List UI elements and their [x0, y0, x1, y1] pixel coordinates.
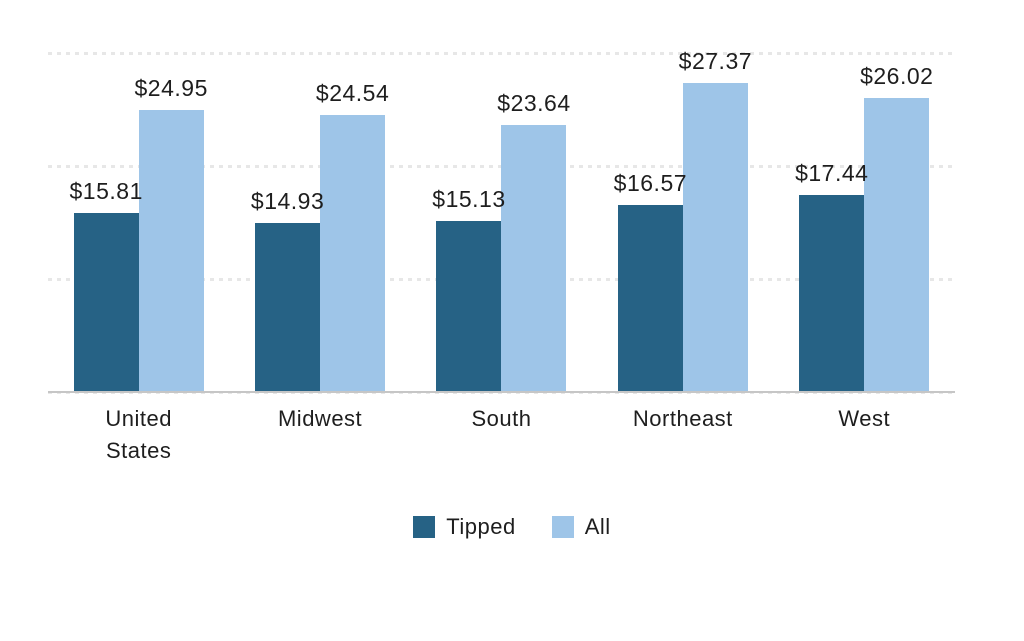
bar-group-midwest: $14.93 $24.54 — [251, 80, 389, 392]
bar-group-united-states: $15.81 $24.95 — [70, 75, 207, 392]
legend-swatch-all — [551, 516, 574, 538]
bar-tipped-northeast — [617, 204, 683, 392]
legend: Tipped All — [0, 514, 1024, 540]
value-label-all-northeast: $27.37 — [678, 47, 753, 74]
bar-wrap-tipped-west: $17.44 — [795, 160, 868, 392]
value-label-tipped-south: $15.13 — [432, 186, 506, 213]
bar-wrap-tipped-united-states: $15.81 — [70, 178, 142, 392]
legend-label-all: All — [584, 514, 611, 539]
bar-all-united-states — [138, 110, 204, 392]
bar-wrap-all-west: $26.02 — [860, 63, 933, 392]
value-label-tipped-midwest: $14.93 — [250, 188, 325, 215]
value-label-all-united-states: $24.95 — [134, 75, 208, 102]
bar-tipped-west — [799, 194, 865, 392]
bar-group-northeast: $16.57 $27.37 — [614, 48, 752, 392]
bar-group-south: $15.13 $23.64 — [432, 90, 570, 392]
legend-item-tipped: Tipped — [413, 514, 515, 540]
bar-wrap-all-south: $23.64 — [497, 90, 570, 392]
bar-tipped-midwest — [255, 223, 321, 392]
value-label-tipped-united-states: $15.81 — [69, 178, 143, 205]
value-label-all-south: $23.64 — [497, 89, 571, 116]
bar-tipped-united-states — [73, 213, 139, 392]
x-axis-label-west: West — [838, 406, 891, 431]
value-label-all-west: $26.02 — [860, 62, 934, 89]
legend-item-all: All — [551, 514, 611, 540]
bar-groups: $15.81 $24.95 $14.93 $24.54 $15.13 $23.64 $16.… — [48, 48, 955, 392]
legend-swatch-tipped — [413, 516, 436, 538]
x-axis-label-northeast: Northeast — [632, 406, 733, 431]
bar-all-midwest — [320, 114, 386, 392]
x-axis-labels: United States Midwest South Northeast West — [48, 403, 955, 467]
bar-tipped-south — [436, 221, 502, 392]
bar-wrap-all-united-states: $24.95 — [135, 75, 207, 392]
x-axis-label-united-states: United States — [105, 406, 172, 463]
value-label-all-midwest: $24.54 — [315, 79, 390, 106]
value-label-tipped-west: $17.44 — [795, 159, 869, 186]
gridline-30 — [48, 52, 955, 55]
bar-wrap-tipped-south: $15.13 — [432, 186, 505, 392]
value-label-tipped-northeast: $16.57 — [613, 169, 688, 196]
bar-wrap-tipped-midwest: $14.93 — [251, 188, 324, 392]
x-axis-label-south: South — [471, 406, 532, 431]
bar-all-south — [501, 124, 567, 392]
bar-wrap-all-northeast: $27.37 — [679, 48, 752, 392]
bar-all-west — [864, 97, 930, 392]
bar-wrap-tipped-northeast: $16.57 — [614, 170, 687, 392]
bar-group-west: $17.44 $26.02 — [795, 63, 933, 392]
bar-wrap-all-midwest: $24.54 — [316, 80, 389, 392]
legend-label-tipped: Tipped — [446, 514, 516, 539]
x-axis-label-midwest: Midwest — [277, 406, 363, 431]
x-axis-line — [48, 391, 955, 393]
bar-all-northeast — [682, 82, 748, 392]
plot-area: $15.81 $24.95 $14.93 $24.54 $15.13 $23.64 $16.… — [48, 48, 955, 394]
